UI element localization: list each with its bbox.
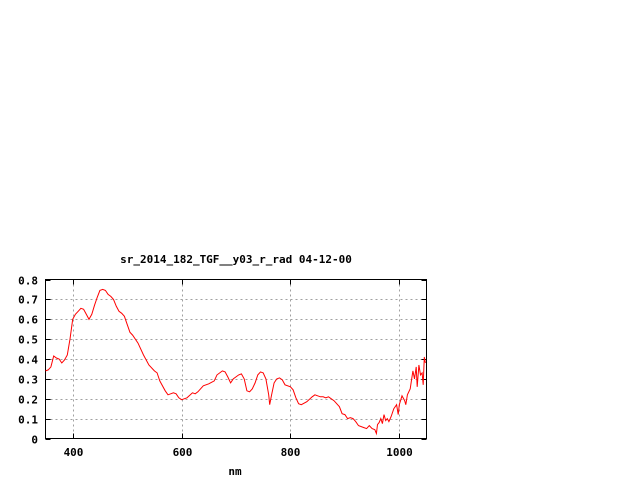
chart-title: sr_2014_182_TGF__y03_r_rad 04-12-00 (120, 253, 352, 266)
y-tick-label: 0.6 (18, 314, 38, 327)
y-tick-label: 0.8 (18, 275, 38, 288)
y-tick-label: 0.3 (18, 374, 38, 387)
y-tick-label: 0.2 (18, 394, 38, 407)
grid (45, 279, 427, 439)
y-tick-label: 0 (31, 434, 38, 447)
series-layer (45, 288, 426, 436)
x-tick-label: 600 (173, 446, 193, 459)
y-tick-label: 0.4 (18, 354, 38, 367)
series-line (45, 288, 426, 436)
x-tick-label: 800 (281, 446, 301, 459)
x-tick-label: 1000 (386, 446, 413, 459)
y-tick-label: 0.7 (18, 294, 38, 307)
x-tick-label: 400 (64, 446, 84, 459)
y-tick-label: 0.1 (18, 414, 38, 427)
axis-ticks: 0 0.1 0.2 0.3 0.4 0.5 0.6 0.7 0.8 400 600 800 1000 (18, 275, 427, 459)
y-tick-label: 0.5 (18, 334, 38, 347)
x-axis-label: nm (228, 465, 242, 478)
